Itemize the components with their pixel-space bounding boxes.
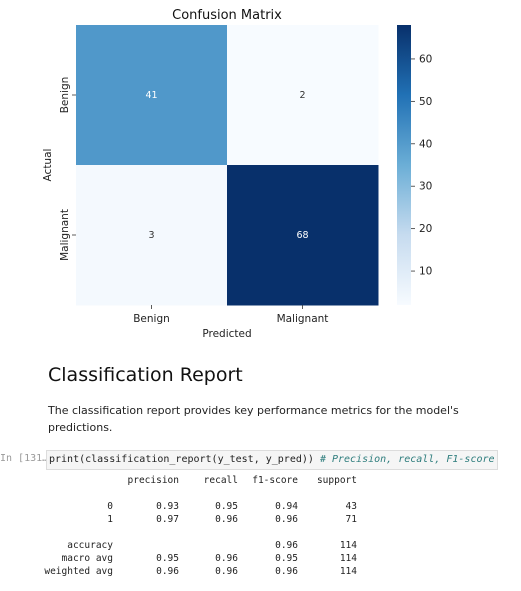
output-cell: 0.96 [215, 566, 238, 577]
cell-prompt: In [131… [0, 453, 49, 464]
confusion-matrix-chart: Confusion Matrix 41 23 68 Benign Malignant … [42, 8, 432, 340]
output-cell: 114 [339, 566, 357, 577]
section-heading: Classification Report [48, 364, 243, 386]
output-cell: 0.96 [275, 540, 298, 551]
output-cell: 114 [339, 553, 357, 564]
x-axis-label: Predicted [202, 328, 251, 340]
cell-value-label: 2 [299, 90, 305, 101]
output-cell: 0.95 [275, 553, 298, 564]
output-cell: weighted avg [44, 566, 113, 577]
output-cell: support [316, 475, 357, 486]
output-cell: 0.96 [215, 514, 238, 525]
code-cell[interactable]: print(classification_report(y_test, y_pr… [46, 450, 498, 470]
output-cell: 43 [345, 501, 357, 512]
colorbar-tick-label: 50 [419, 96, 432, 108]
heatmap-cell [76, 25, 228, 166]
output-cell: 71 [345, 514, 357, 525]
output-cell: 0 [107, 501, 113, 512]
output-cell: 0.96 [275, 566, 298, 577]
colorbar-tick-label: 40 [419, 138, 432, 150]
output-cell: recall [203, 475, 238, 486]
heatmap-cell [227, 165, 379, 306]
colorbar-tick-label: 60 [419, 53, 432, 65]
output-cell: 0.93 [156, 501, 179, 512]
output-cell: f1-score [252, 475, 298, 486]
heatmap-cell [227, 25, 379, 166]
heatmap-cell [76, 165, 228, 306]
x-tick-label: Benign [133, 313, 170, 325]
code-comment: # Precision, recall, F1-score [319, 454, 495, 465]
output-cell: 0.96 [275, 514, 298, 525]
colorbar-tick-label: 30 [419, 181, 432, 193]
section-description: The classification report provides key p… [48, 404, 459, 434]
cell-value-label: 3 [148, 230, 154, 241]
x-tick-label: Malignant [277, 313, 329, 325]
output-cell: 0.96 [215, 553, 238, 564]
output-cell: macro avg [61, 553, 113, 564]
colorbar-tick-label: 10 [419, 266, 432, 278]
output-cell: 0.97 [156, 514, 179, 525]
output-cell: precision [127, 475, 179, 486]
output-cell: 0.95 [215, 501, 238, 512]
code-text: print(classification_report(y_test, y_pr… [49, 454, 314, 465]
colorbar [397, 25, 411, 305]
cell-value-label: 41 [145, 90, 157, 101]
output-cell: 0.94 [275, 501, 298, 512]
colorbar-tick-label: 20 [419, 223, 432, 235]
y-tick-label: Benign [59, 77, 71, 114]
cell-value-label: 68 [296, 230, 308, 241]
output-cell: 1 [107, 514, 113, 525]
y-axis-label: Actual [42, 149, 54, 182]
output-cell: accuracy [67, 540, 113, 551]
output-cell: 114 [339, 540, 357, 551]
chart-title: Confusion Matrix [172, 8, 282, 23]
output-cell: 0.95 [156, 553, 179, 564]
output-cell: 0.96 [156, 566, 179, 577]
y-tick-label: Malignant [59, 209, 71, 261]
